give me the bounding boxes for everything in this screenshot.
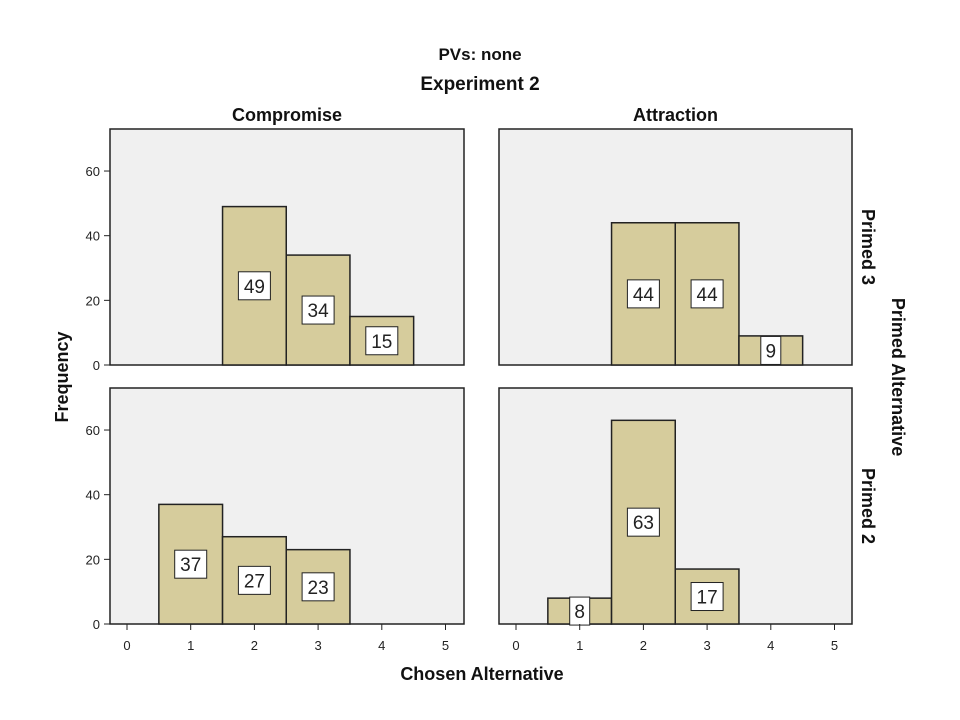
- data-label: 9: [766, 341, 777, 362]
- data-label: 34: [308, 301, 330, 322]
- y-axis-title: Frequency: [52, 331, 72, 422]
- y-tick-label: 20: [86, 552, 100, 567]
- data-label: 8: [574, 602, 585, 623]
- x-tick-label: 4: [767, 638, 774, 653]
- data-label-box: [237, 271, 271, 301]
- data-label-box: [626, 507, 660, 537]
- x-tick-label: 2: [251, 638, 258, 653]
- x-tick-label: 2: [640, 638, 647, 653]
- data-label: 44: [697, 285, 719, 306]
- y-tick-label: 60: [86, 423, 100, 438]
- chart-title: PVs: none: [438, 45, 522, 64]
- y-tick-label: 0: [93, 617, 100, 632]
- data-label-box: [237, 565, 271, 595]
- x-tick-label: 1: [187, 638, 194, 653]
- data-label: 63: [633, 513, 654, 534]
- y-tick-label: 60: [86, 164, 100, 179]
- x-tick-label: 5: [442, 638, 449, 653]
- chart-subtitle: Experiment 2: [420, 74, 540, 95]
- y-tick-label: 20: [86, 293, 100, 308]
- x-tick-label: 5: [831, 638, 838, 653]
- x-tick-label: 3: [314, 638, 321, 653]
- data-label-box: [626, 279, 660, 309]
- x-tick-label: 4: [378, 638, 385, 653]
- y-tick-label: 40: [86, 488, 100, 503]
- data-label: 17: [697, 588, 718, 609]
- column-label: Attraction: [633, 105, 718, 125]
- data-label-box: [690, 582, 724, 612]
- x-tick-label: 3: [703, 638, 710, 653]
- row-label: Primed 3: [858, 209, 878, 285]
- data-label-box: [301, 295, 335, 325]
- data-label: 15: [371, 332, 392, 353]
- data-label-box: [760, 335, 782, 365]
- row-label: Primed 2: [858, 468, 878, 544]
- data-label: 27: [244, 571, 265, 592]
- y-tick-label: 0: [93, 358, 100, 373]
- data-label-box: [690, 279, 724, 309]
- x-tick-label: 0: [123, 638, 130, 653]
- data-label: 49: [244, 277, 265, 298]
- x-tick-label: 0: [512, 638, 519, 653]
- data-label: 37: [180, 555, 201, 576]
- x-tick-label: 1: [576, 638, 583, 653]
- column-label: Compromise: [232, 105, 342, 125]
- y-tick-label: 40: [86, 229, 100, 244]
- data-label-box: [365, 326, 399, 356]
- data-label: 23: [308, 578, 329, 599]
- data-label-box: [301, 572, 335, 602]
- histogram-bar: [221, 205, 288, 366]
- row-axis-label: Primed Alternative: [888, 298, 908, 456]
- data-label: 44: [633, 285, 655, 306]
- x-axis-title: Chosen Alternative: [400, 664, 563, 684]
- data-label-box: [174, 549, 208, 579]
